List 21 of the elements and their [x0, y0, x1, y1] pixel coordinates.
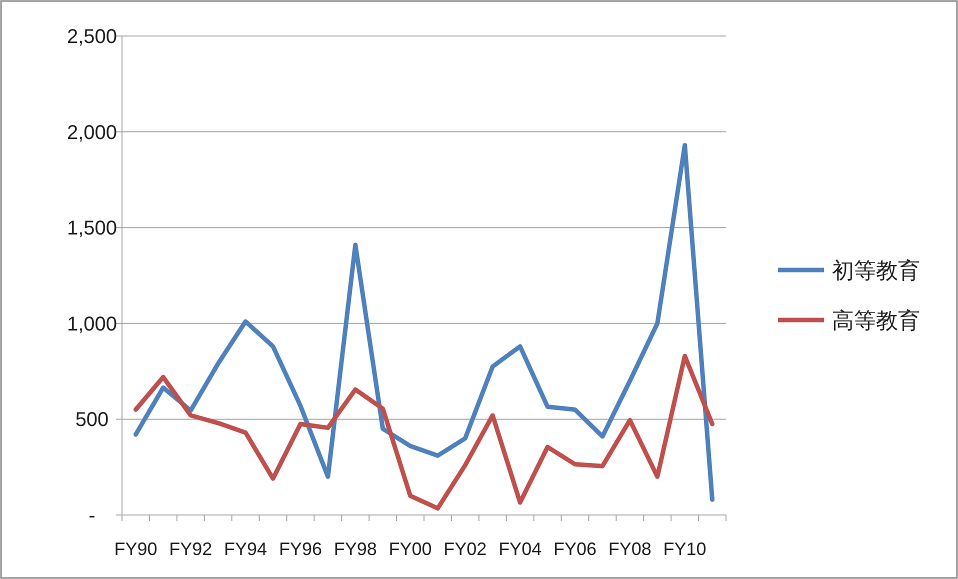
- line-series: [133, 142, 715, 502]
- legend-label: 高等教育: [832, 308, 920, 333]
- x-tick-label: FY92: [169, 539, 212, 559]
- y-tick-label: 1,500: [66, 218, 118, 240]
- y-tick-label: 1,000: [66, 313, 118, 336]
- y-tick-label: 500: [75, 409, 109, 432]
- x-tick-label: FY00: [388, 539, 432, 559]
- line-series: [133, 354, 715, 511]
- y-tick-label: -: [88, 505, 96, 527]
- x-tick-label: FY98: [334, 539, 377, 559]
- x-tick-label: FY08: [608, 539, 652, 559]
- x-tick-label: FY96: [278, 539, 322, 559]
- x-tick-label: FY04: [498, 539, 542, 559]
- x-tick-label: FY06: [553, 539, 597, 559]
- y-tick-label: 2,000: [66, 122, 118, 144]
- x-tick-label: FY90: [114, 539, 158, 559]
- legend-label: 初等教育: [832, 258, 920, 283]
- x-tick-label: FY94: [224, 539, 268, 559]
- x-tick-label: FY02: [444, 539, 487, 559]
- x-tick-label: FY10: [663, 539, 706, 559]
- y-tick-label: 2,500: [66, 26, 118, 48]
